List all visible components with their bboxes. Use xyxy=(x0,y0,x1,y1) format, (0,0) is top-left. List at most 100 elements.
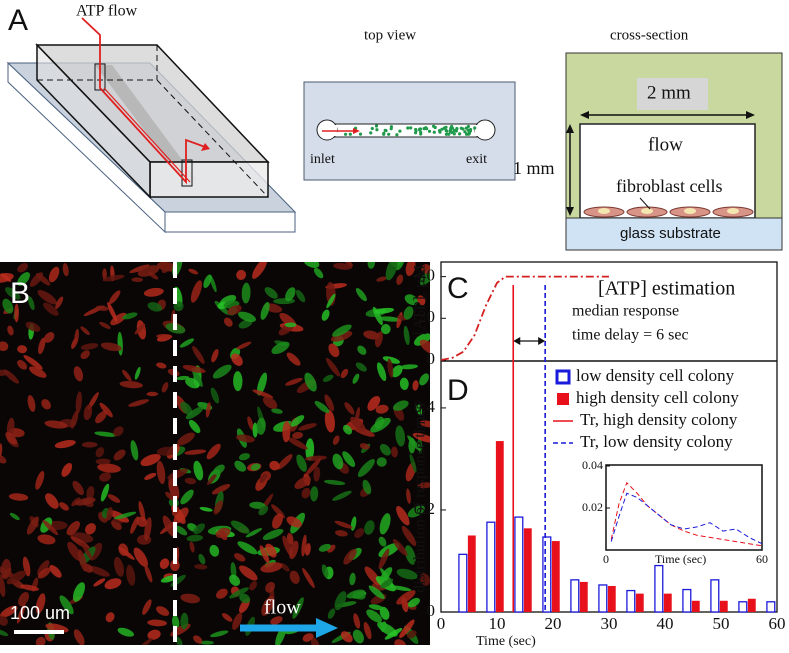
cell xyxy=(80,326,90,336)
panel-letter: C xyxy=(447,272,469,305)
cell xyxy=(280,562,290,572)
cell xyxy=(260,562,283,573)
flow-label: flow xyxy=(264,597,301,619)
cell xyxy=(95,447,105,458)
cell xyxy=(262,528,284,541)
cell-dot xyxy=(461,127,465,131)
cell xyxy=(378,548,390,570)
cell xyxy=(75,391,82,414)
cell xyxy=(230,520,250,534)
cell xyxy=(374,307,395,314)
cell xyxy=(144,472,157,480)
panel-a: A ATP flow top view inlet exit cross-sec… xyxy=(6,3,783,251)
cell xyxy=(182,364,206,374)
cell xyxy=(277,454,293,470)
cell xyxy=(43,331,55,343)
flow-arrowhead xyxy=(353,128,360,134)
cell xyxy=(38,337,46,355)
cell xyxy=(334,591,347,611)
cell xyxy=(114,511,137,520)
cell xyxy=(396,274,404,285)
cell xyxy=(318,543,331,552)
nucleus xyxy=(598,208,610,214)
cell xyxy=(122,369,132,382)
glass-substrate xyxy=(565,217,783,251)
cell xyxy=(156,446,178,456)
cell xyxy=(265,581,276,593)
x-tick-label: 50 xyxy=(713,614,730,633)
cell xyxy=(403,325,410,346)
channel-joint xyxy=(475,125,485,136)
cell xyxy=(234,460,247,472)
bar xyxy=(570,579,580,613)
cell xyxy=(180,489,194,505)
cell xyxy=(160,575,177,583)
cell xyxy=(419,573,430,586)
cell xyxy=(17,345,28,354)
cell xyxy=(97,463,121,473)
x-tick-label: 40 xyxy=(657,614,674,633)
cell xyxy=(271,408,283,414)
cell xyxy=(161,262,172,274)
cell xyxy=(340,368,349,379)
cell xyxy=(147,619,167,627)
cell xyxy=(327,608,336,619)
cell xyxy=(249,581,258,591)
cell xyxy=(289,570,300,584)
cell xyxy=(212,364,232,379)
cell xyxy=(294,476,311,489)
cell xyxy=(27,395,36,412)
micrograph-cells xyxy=(0,262,430,645)
cell xyxy=(376,362,387,381)
cell xyxy=(407,435,422,452)
cell xyxy=(0,454,7,464)
cell xyxy=(73,366,84,382)
cell xyxy=(334,520,353,529)
cell xyxy=(412,432,430,443)
cell xyxy=(210,630,229,638)
cell xyxy=(66,521,81,536)
cell xyxy=(142,599,152,615)
cell xyxy=(305,458,321,476)
cell-dot xyxy=(374,124,379,128)
cell xyxy=(296,454,307,472)
bar xyxy=(766,601,776,613)
cell-dot xyxy=(450,130,454,134)
cell xyxy=(105,612,115,623)
cell xyxy=(185,406,204,420)
cell-dot xyxy=(465,132,469,136)
cell-dot xyxy=(440,127,444,131)
cell xyxy=(0,443,3,458)
cell xyxy=(104,578,122,590)
cell xyxy=(395,425,406,447)
cell xyxy=(0,273,12,282)
cell xyxy=(59,595,74,615)
cell-dot xyxy=(443,126,447,130)
bar xyxy=(579,581,588,612)
cell xyxy=(102,274,125,282)
cell xyxy=(206,473,217,486)
y-tick-label: 0.04 xyxy=(582,458,603,472)
cell xyxy=(17,272,30,286)
cell xyxy=(409,453,417,473)
cell xyxy=(378,316,401,322)
cell xyxy=(54,440,76,449)
cell xyxy=(45,493,59,509)
cells xyxy=(583,206,754,218)
cell xyxy=(342,424,353,435)
substrate-label: glass substrate xyxy=(620,225,721,242)
cell xyxy=(80,350,90,360)
cell xyxy=(212,464,225,475)
cell xyxy=(93,578,106,587)
cell xyxy=(59,502,69,511)
cell-dots xyxy=(344,124,477,137)
cell xyxy=(61,462,73,477)
cell xyxy=(229,574,241,586)
cell xyxy=(305,438,315,461)
cell xyxy=(134,366,141,380)
cell xyxy=(137,265,160,277)
cell xyxy=(304,455,327,461)
cell xyxy=(363,621,372,640)
glass-plate-side xyxy=(7,61,166,234)
cell xyxy=(7,325,14,336)
